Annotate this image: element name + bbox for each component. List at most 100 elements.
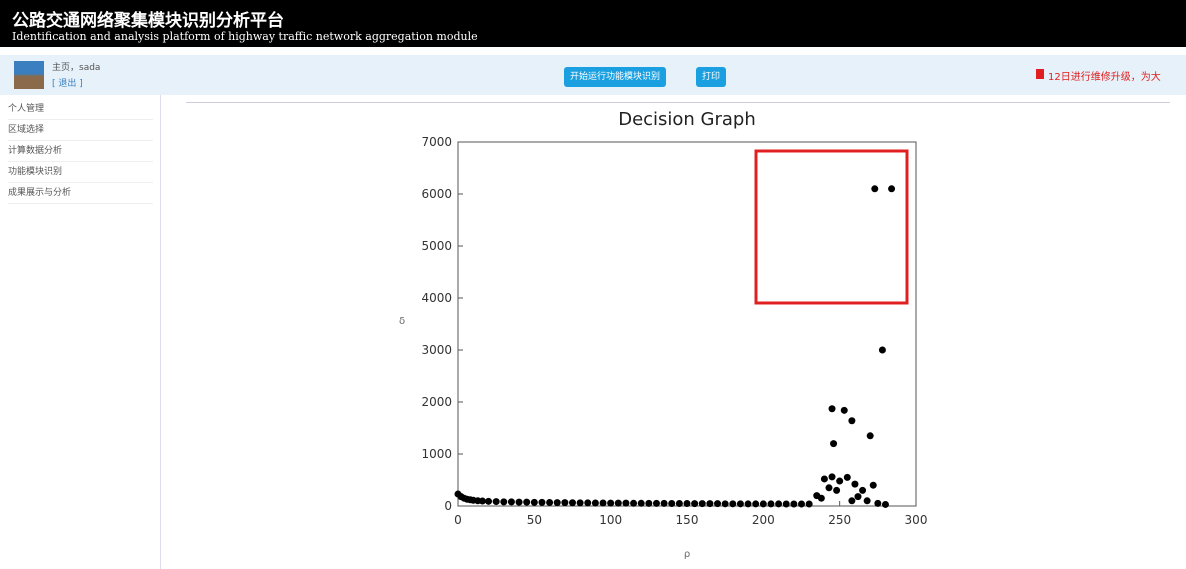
point	[706, 500, 713, 507]
notice: 12日进行维修升级，为大	[1048, 68, 1161, 83]
x-tick-label: 150	[676, 513, 699, 527]
app: 公路交通网络聚集模块识别分析平台 Identification and anal…	[0, 0, 1186, 569]
point	[806, 501, 813, 508]
point	[767, 500, 774, 507]
point	[600, 499, 607, 506]
point	[848, 497, 855, 504]
sidebar-item[interactable]: 计算数据分析	[8, 141, 153, 162]
point	[714, 500, 721, 507]
point	[676, 500, 683, 507]
point	[523, 499, 530, 506]
point	[830, 440, 837, 447]
point	[854, 493, 861, 500]
point	[870, 482, 877, 489]
point	[874, 500, 881, 507]
highlight-box	[756, 151, 907, 303]
point	[668, 500, 675, 507]
app-subtitle: Identification and analysis platform of …	[12, 30, 478, 43]
point	[848, 417, 855, 424]
point	[836, 478, 843, 485]
point	[615, 500, 622, 507]
point	[653, 500, 660, 507]
avatar	[14, 61, 44, 89]
point	[531, 499, 538, 506]
sidebar: 个人管理区域选择计算数据分析功能模块识别成果展示与分析	[0, 95, 161, 569]
point	[729, 500, 736, 507]
print-button[interactable]: 打印	[696, 67, 726, 87]
y-tick-label: 1000	[421, 447, 452, 461]
point	[864, 497, 871, 504]
point	[825, 484, 832, 491]
point	[818, 495, 825, 502]
y-tick-label: 2000	[421, 395, 452, 409]
point	[493, 498, 500, 505]
y-tick-label: 3000	[421, 343, 452, 357]
greeting: 主页，sada	[52, 60, 100, 73]
point	[592, 499, 599, 506]
y-tick-label: 6000	[421, 187, 452, 201]
point	[622, 500, 629, 507]
point	[630, 500, 637, 507]
y-axis-label: δ	[399, 316, 405, 327]
x-tick-label: 0	[454, 513, 462, 527]
point	[821, 475, 828, 482]
point	[879, 347, 886, 354]
point	[833, 487, 840, 494]
point	[737, 500, 744, 507]
speaker-icon	[1036, 69, 1044, 79]
point	[645, 500, 652, 507]
point	[859, 487, 866, 494]
sidebar-item[interactable]: 成果展示与分析	[8, 183, 153, 204]
point	[485, 498, 492, 505]
point	[888, 185, 895, 192]
y-tick-label: 0	[444, 499, 452, 513]
app-title: 公路交通网络聚集模块识别分析平台	[12, 6, 284, 31]
x-tick-label: 50	[527, 513, 542, 527]
point	[722, 500, 729, 507]
point	[829, 473, 836, 480]
sidebar-item[interactable]: 个人管理	[8, 99, 153, 120]
point	[851, 481, 858, 488]
point	[783, 501, 790, 508]
y-tick-label: 5000	[421, 239, 452, 253]
x-tick-label: 300	[905, 513, 928, 527]
point	[844, 474, 851, 481]
sidebar-item[interactable]: 区域选择	[8, 120, 153, 141]
point	[790, 501, 797, 508]
point	[508, 498, 515, 505]
point	[841, 407, 848, 414]
header: 公路交通网络聚集模块识别分析平台 Identification and anal…	[0, 0, 1186, 47]
point	[775, 500, 782, 507]
point	[871, 185, 878, 192]
toolbar: 主页，sada [ 退出 ] 开始运行功能模块识别 打印 12日进行维修升级，为…	[0, 55, 1186, 95]
y-tick-label: 4000	[421, 291, 452, 305]
point	[584, 499, 591, 506]
divider	[186, 102, 1170, 103]
run-button[interactable]: 开始运行功能模块识别	[564, 67, 666, 87]
point	[691, 500, 698, 507]
x-tick-label: 200	[752, 513, 775, 527]
point	[684, 500, 691, 507]
point	[569, 499, 576, 506]
sidebar-item[interactable]: 功能模块识别	[8, 162, 153, 183]
point	[661, 500, 668, 507]
x-tick-label: 100	[599, 513, 622, 527]
point	[500, 498, 507, 505]
point	[516, 499, 523, 506]
point	[479, 498, 486, 505]
point	[798, 501, 805, 508]
plot-frame	[458, 142, 916, 506]
point	[538, 499, 545, 506]
x-tick-label: 250	[828, 513, 851, 527]
point	[745, 500, 752, 507]
chart-title: Decision Graph	[618, 109, 756, 130]
point	[638, 500, 645, 507]
point	[829, 405, 836, 412]
y-tick-label: 7000	[421, 135, 452, 149]
logout-link[interactable]: [ 退出 ]	[52, 76, 83, 89]
point	[607, 500, 614, 507]
x-axis-label: ρ	[684, 549, 690, 560]
point	[867, 432, 874, 439]
point	[752, 500, 759, 507]
